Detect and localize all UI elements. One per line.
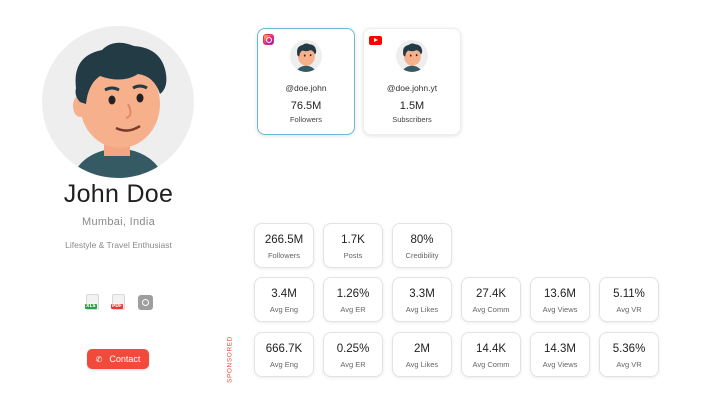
contact-label: Contact [109,354,141,364]
organic-avg-likes: 3.3M Avg Likes [392,277,452,322]
metric-label: Avg Comm [472,360,510,369]
metric-label: Avg VR [616,360,642,369]
metric-followers: 266.5M Followers [254,223,314,268]
metric-label: Avg Views [542,305,578,314]
instagram-card[interactable]: @doe.john 76.5M Followers [257,28,355,135]
metric-value: 266.5M [264,234,304,246]
lens [142,299,149,306]
metric-value: 14.3M [544,343,576,355]
metric-value: 14.4K [475,343,507,355]
metric-label: Avg Views [542,360,578,369]
metric-value: 2M [414,343,430,355]
metric-value: 1.26% [336,288,370,300]
organic-avg-comm: 27.4K Avg Comm [461,277,521,322]
metric-value: 5.11% [613,288,645,300]
cartoon-face-icon [296,43,317,72]
metric-label: Followers [267,251,301,260]
metric-value: 13.6M [544,288,576,300]
sponsored-avg-er: 0.25% Avg ER [323,332,383,377]
metric-value: 5.36% [612,343,646,355]
metric-value: 666.7K [265,343,303,355]
xls-tag: XLS [85,304,97,309]
organic-avg-vr: 5.11% Avg VR [599,277,659,322]
organic-avg-eng: 3.4M Avg Eng [254,277,314,322]
metric-label: Avg Likes [405,305,439,314]
sponsored-avg-comm: 14.4K Avg Comm [461,332,521,377]
instagram-count-label: Followers [289,115,323,124]
metric-credibility: 80% Credibility [392,223,452,268]
youtube-count-label: Subscribers [392,115,432,124]
export-actions: XLS PDF [85,294,153,311]
sponsored-avg-views: 14.3M Avg Views [530,332,590,377]
screenshot-icon[interactable] [138,295,153,310]
metric-posts: 1.7K Posts [323,223,383,268]
sponsored-avg-likes: 2M Avg Likes [392,332,452,377]
youtube-count: 1.5M [399,100,425,112]
profile-name: John Doe [63,180,174,208]
metric-value: 1.7K [341,234,365,246]
metric-label: Avg ER [340,360,366,369]
organic-avg-er: 1.26% Avg ER [323,277,383,322]
cartoon-face-icon [402,43,423,72]
xls-export-icon[interactable]: XLS [85,294,100,311]
metric-label: Avg Likes [405,360,439,369]
metric-label: Avg Eng [269,305,299,314]
profile-location: Mumbai, India [82,216,155,228]
phone-icon: ✆ [95,354,103,364]
youtube-card[interactable]: @doe.john.yt 1.5M Subscribers [363,28,461,135]
metric-label: Credibility [405,251,439,260]
sponsored-avg-eng: 666.7K Avg Eng [254,332,314,377]
youtube-handle: @doe.john.yt [386,83,438,93]
contact-button[interactable]: ✆ Contact [87,349,149,369]
metric-value: 27.4K [475,288,507,300]
cartoon-face-icon [72,42,167,178]
profile-bio: Lifestyle & Travel Enthusiast [65,240,172,250]
metric-value: 3.3M [409,288,435,300]
instagram-icon [263,34,274,45]
organic-avg-views: 13.6M Avg Views [530,277,590,322]
metric-value: 0.25% [336,343,370,355]
metric-label: Avg Eng [269,360,299,369]
sponsored-avg-vr: 5.36% Avg VR [599,332,659,377]
instagram-count: 76.5M [290,100,322,112]
sponsored-label: SPONSORED [226,336,234,383]
pdf-export-icon[interactable]: PDF [111,294,126,311]
instagram-handle: @doe.john [285,83,327,93]
instagram-avatar [290,40,322,72]
metric-value: 3.4M [271,288,297,300]
youtube-avatar [396,40,428,72]
metric-label: Avg Comm [472,305,510,314]
metric-value: 80% [410,234,434,246]
metric-label: Avg ER [340,305,366,314]
profile-avatar [42,26,194,178]
metric-label: Avg VR [616,305,642,314]
metric-label: Posts [343,251,363,260]
pdf-tag: PDF [111,304,124,309]
youtube-icon [369,36,382,45]
